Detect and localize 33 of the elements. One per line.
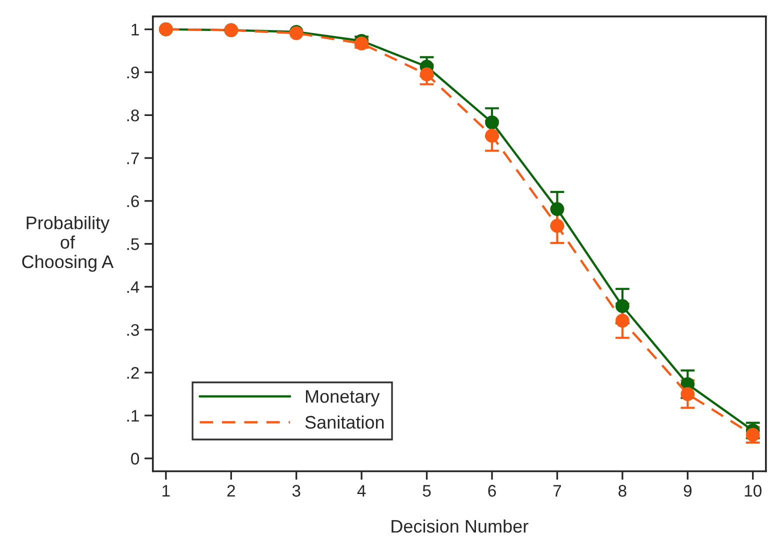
y-tick-label: .2: [127, 366, 139, 379]
point: [485, 115, 499, 130]
y-tick-label: .6: [127, 195, 139, 208]
point: [680, 387, 695, 401]
y-tick-label: 1: [132, 24, 139, 36]
x-tick-label: 10: [744, 484, 762, 497]
legend-label: Monetary: [306, 390, 380, 406]
x-tick-label: 7: [553, 485, 562, 497]
y-tick-label: .7: [127, 152, 139, 164]
legend-label: Sanitation: [305, 415, 384, 429]
point: [550, 202, 564, 216]
x-tick-label: 2: [227, 484, 235, 497]
point: [420, 67, 434, 82]
x-tick-label: 3: [292, 484, 300, 497]
x-tick-label: 9: [684, 484, 692, 497]
y-tick-label: .8: [127, 110, 139, 122]
y-tick-label: 0: [131, 452, 140, 465]
x-axis-title: Decision Number: [392, 519, 528, 533]
x-tick-label: 4: [357, 485, 366, 497]
point: [485, 128, 499, 143]
y-tick-label: .1: [127, 410, 139, 422]
x-tick-label: 1: [162, 485, 170, 497]
y-axis-title: Probability of Choosing A: [22, 216, 114, 272]
point: [615, 299, 630, 314]
y-tick-label: .3: [127, 324, 139, 336]
y-tick-label: .5: [127, 238, 139, 250]
x-tick-label: 6: [488, 484, 496, 497]
x-tick-label: 8: [618, 484, 626, 497]
y-tick-label: .4: [127, 281, 140, 293]
y-tick-label: .9: [127, 66, 139, 78]
x-tick-label: 5: [422, 485, 431, 497]
point: [615, 314, 630, 328]
point: [550, 218, 564, 233]
